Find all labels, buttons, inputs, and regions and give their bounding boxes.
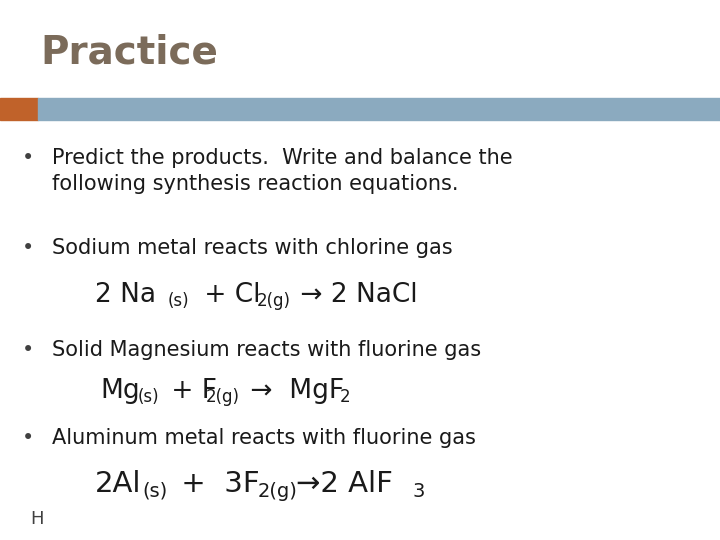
Text: 2Al: 2Al bbox=[95, 470, 142, 498]
Text: 2(g): 2(g) bbox=[206, 388, 240, 407]
Text: Predict the products.  Write and balance the
following synthesis reaction equati: Predict the products. Write and balance … bbox=[52, 148, 513, 194]
Text: + F: + F bbox=[163, 378, 217, 404]
Text: → 2 NaCl: → 2 NaCl bbox=[292, 282, 418, 308]
Text: +  3F: + 3F bbox=[172, 470, 260, 498]
Text: Sodium metal reacts with chlorine gas: Sodium metal reacts with chlorine gas bbox=[52, 238, 453, 258]
Text: + Cl: + Cl bbox=[196, 282, 261, 308]
Text: 2 Na: 2 Na bbox=[95, 282, 156, 308]
Text: •: • bbox=[22, 428, 34, 448]
Text: H: H bbox=[30, 510, 43, 528]
Text: 2(g): 2(g) bbox=[258, 482, 298, 501]
Bar bbox=[0, 98, 38, 120]
Text: (s): (s) bbox=[138, 388, 160, 407]
Text: →  MgF: → MgF bbox=[242, 378, 344, 404]
Text: Aluminum metal reacts with fluorine gas: Aluminum metal reacts with fluorine gas bbox=[52, 428, 476, 448]
Text: (s): (s) bbox=[168, 293, 189, 310]
Text: →2 AlF: →2 AlF bbox=[296, 470, 393, 498]
Text: (s): (s) bbox=[142, 482, 167, 501]
Text: Mg: Mg bbox=[100, 378, 140, 404]
Text: •: • bbox=[22, 238, 34, 258]
Text: 3: 3 bbox=[413, 482, 426, 501]
Text: •: • bbox=[22, 340, 34, 360]
Text: •: • bbox=[22, 148, 34, 168]
Text: Solid Magnesium reacts with fluorine gas: Solid Magnesium reacts with fluorine gas bbox=[52, 340, 481, 360]
Text: 2(g): 2(g) bbox=[257, 293, 291, 310]
Text: Practice: Practice bbox=[40, 33, 218, 71]
Text: 2: 2 bbox=[340, 388, 351, 407]
Bar bbox=[38, 98, 720, 120]
